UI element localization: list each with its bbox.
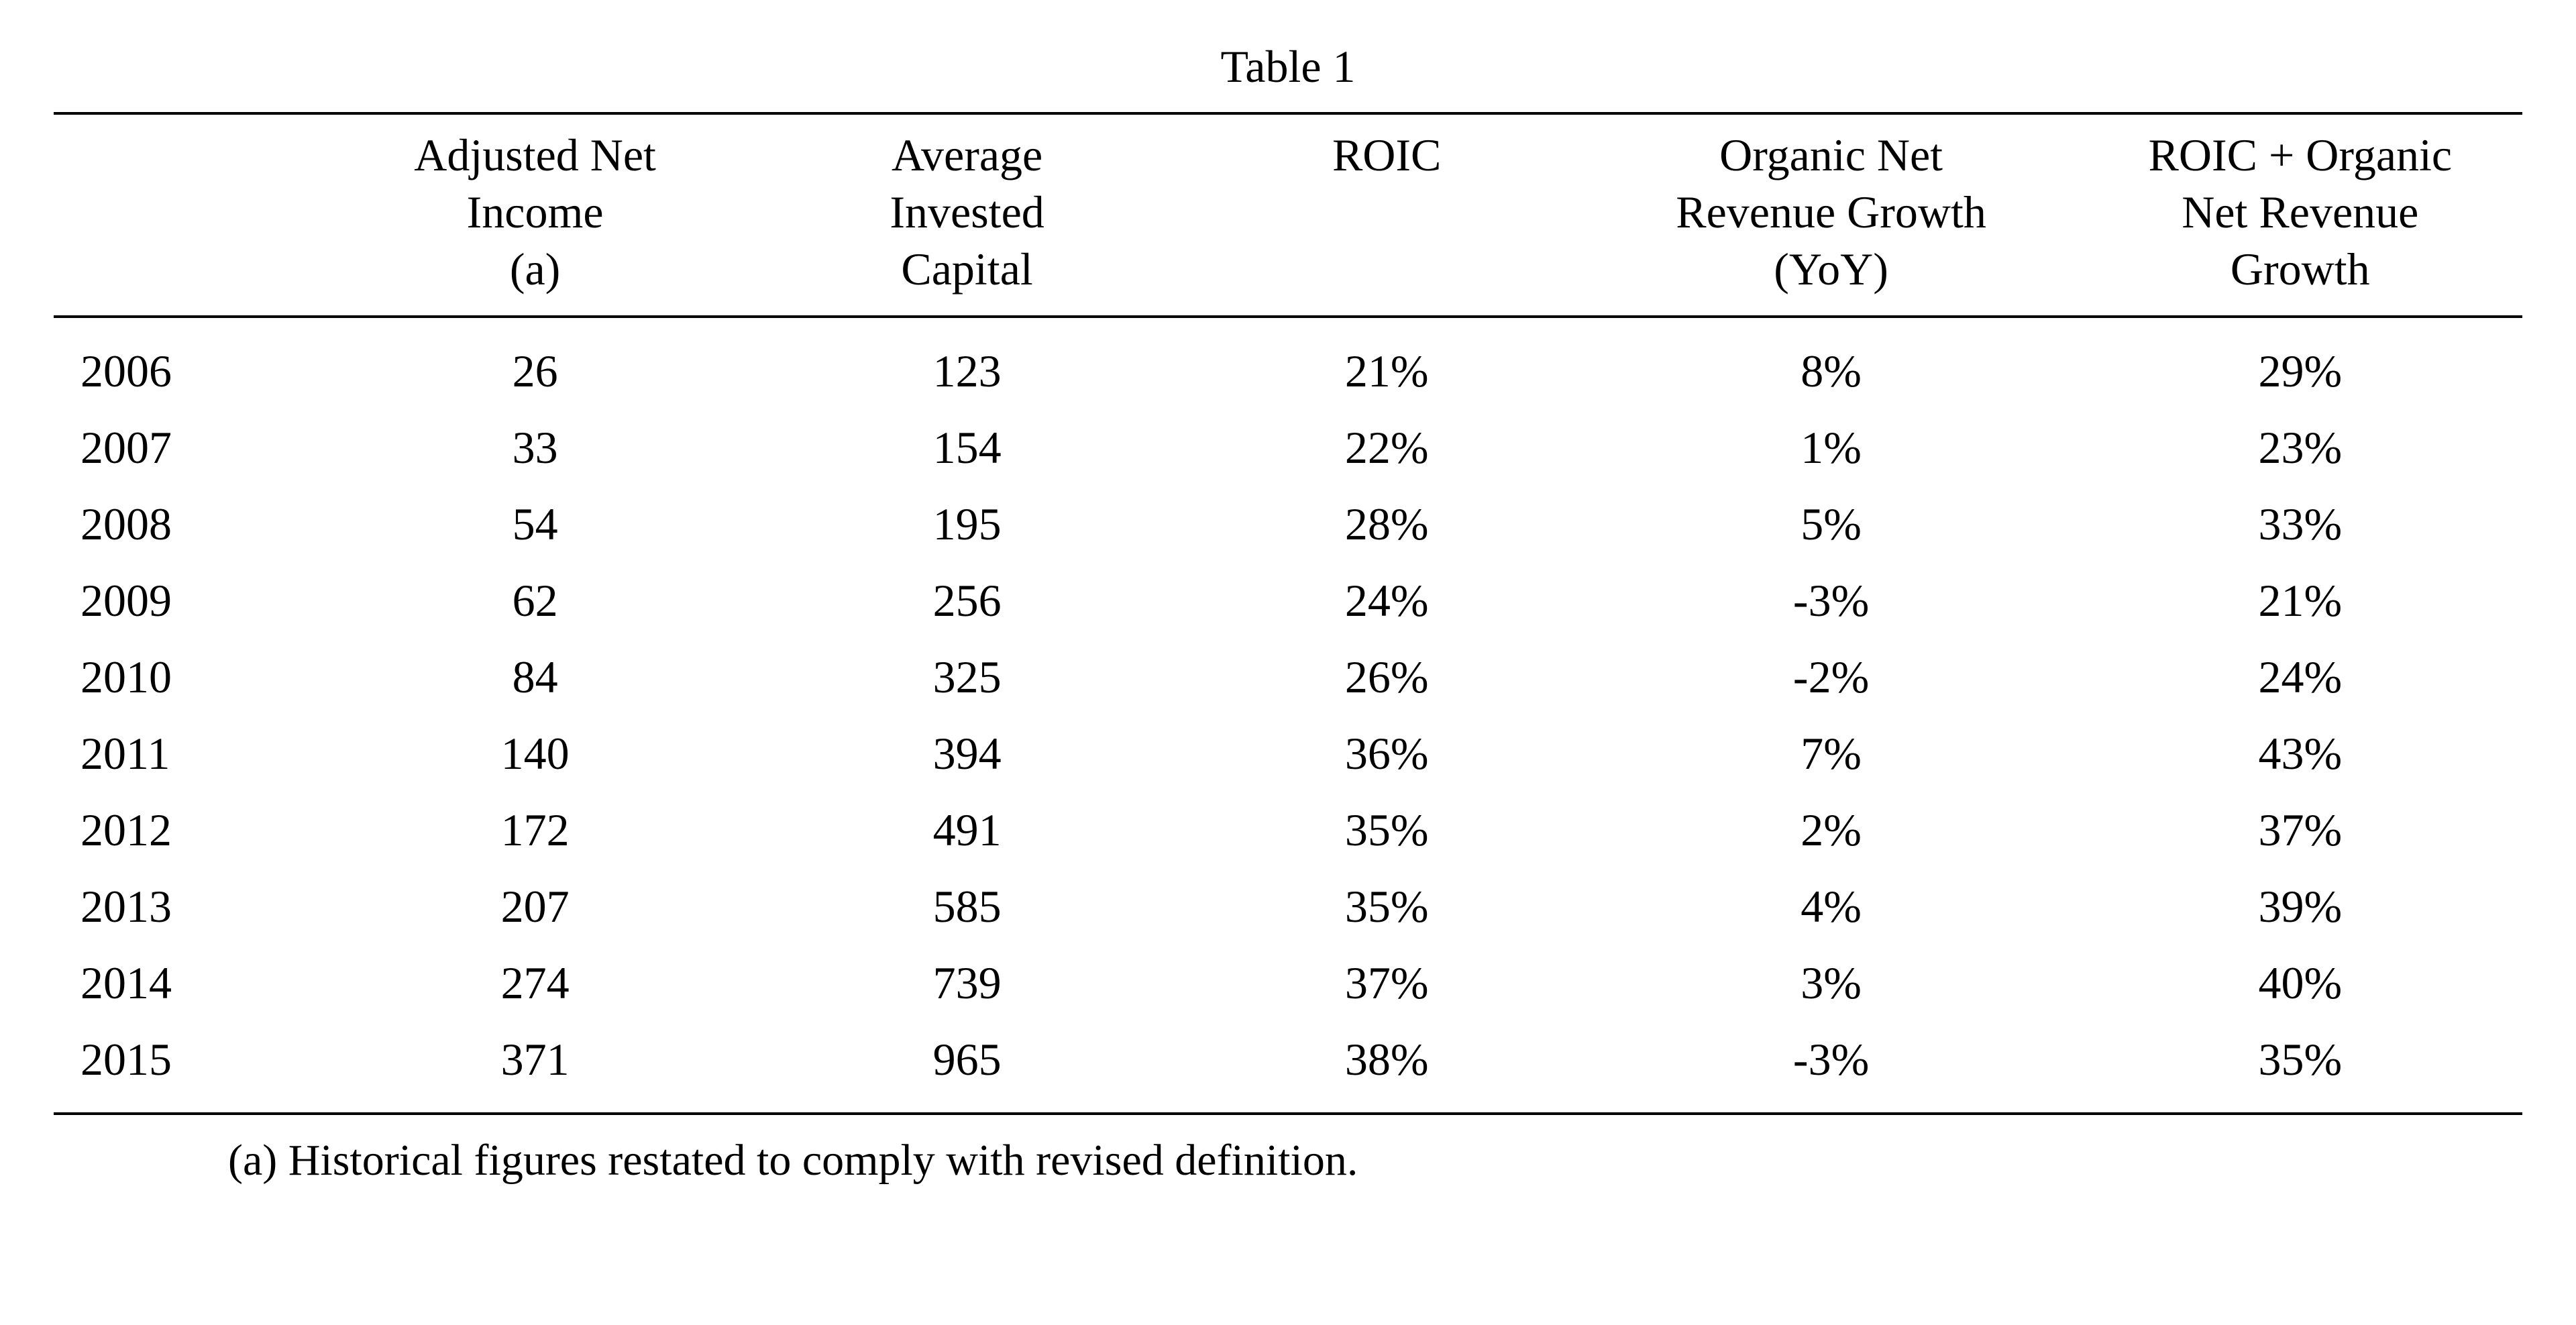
column-header: ROIC: [1189, 113, 1585, 317]
data-cell: 154: [745, 409, 1189, 486]
table-header: Adjusted NetIncome(a)AverageInvestedCapi…: [54, 113, 2522, 317]
data-cell: 33: [325, 409, 745, 486]
table-body: 20062612321%8%29%20073315422%1%23%200854…: [54, 317, 2522, 1114]
data-cell: 28%: [1189, 486, 1585, 562]
data-cell: 3%: [1585, 945, 2078, 1021]
data-cell: 2%: [1585, 792, 2078, 868]
data-cell: 5%: [1585, 486, 2078, 562]
data-cell: 739: [745, 945, 1189, 1021]
column-header: Organic NetRevenue Growth(YoY): [1585, 113, 2078, 317]
data-cell: 21%: [2078, 562, 2522, 639]
data-cell: 43%: [2078, 715, 2522, 792]
year-cell: 2012: [54, 792, 325, 868]
table-row: 20096225624%-3%21%: [54, 562, 2522, 639]
data-cell: 35%: [1189, 792, 1585, 868]
data-cell: 23%: [2078, 409, 2522, 486]
data-cell: 21%: [1189, 317, 1585, 409]
data-cell: 54: [325, 486, 745, 562]
year-cell: 2010: [54, 639, 325, 715]
column-header: [54, 113, 325, 317]
table-title: Table 1: [54, 40, 2522, 93]
column-header: ROIC + OrganicNet RevenueGrowth: [2078, 113, 2522, 317]
data-cell: 256: [745, 562, 1189, 639]
data-cell: 37%: [1189, 945, 1585, 1021]
data-cell: 7%: [1585, 715, 2078, 792]
data-cell: 36%: [1189, 715, 1585, 792]
data-cell: 140: [325, 715, 745, 792]
table-row: 201320758535%4%39%: [54, 868, 2522, 945]
financial-table: Adjusted NetIncome(a)AverageInvestedCapi…: [54, 112, 2522, 1115]
data-cell: -2%: [1585, 639, 2078, 715]
year-cell: 2006: [54, 317, 325, 409]
column-header: AverageInvestedCapital: [745, 113, 1189, 317]
data-cell: 33%: [2078, 486, 2522, 562]
page: Table 1 Adjusted NetIncome(a)AverageInve…: [0, 0, 2576, 1186]
data-cell: -3%: [1585, 562, 2078, 639]
column-header: Adjusted NetIncome(a): [325, 113, 745, 317]
data-cell: 371: [325, 1021, 745, 1114]
data-cell: 1%: [1585, 409, 2078, 486]
data-cell: 491: [745, 792, 1189, 868]
data-cell: 84: [325, 639, 745, 715]
data-cell: 62: [325, 562, 745, 639]
data-cell: 585: [745, 868, 1189, 945]
data-cell: 22%: [1189, 409, 1585, 486]
data-cell: 24%: [1189, 562, 1585, 639]
table-row: 20108432526%-2%24%: [54, 639, 2522, 715]
year-cell: 2015: [54, 1021, 325, 1114]
table-row: 201217249135%2%37%: [54, 792, 2522, 868]
table-footnote: (a) Historical figures restated to compl…: [54, 1115, 2522, 1186]
data-cell: -3%: [1585, 1021, 2078, 1114]
data-cell: 26: [325, 317, 745, 409]
data-cell: 195: [745, 486, 1189, 562]
data-cell: 37%: [2078, 792, 2522, 868]
data-cell: 207: [325, 868, 745, 945]
data-cell: 4%: [1585, 868, 2078, 945]
data-cell: 26%: [1189, 639, 1585, 715]
table-row: 201114039436%7%43%: [54, 715, 2522, 792]
year-cell: 2014: [54, 945, 325, 1021]
table-row: 20073315422%1%23%: [54, 409, 2522, 486]
year-cell: 2011: [54, 715, 325, 792]
data-cell: 8%: [1585, 317, 2078, 409]
table-row: 20062612321%8%29%: [54, 317, 2522, 409]
data-cell: 325: [745, 639, 1189, 715]
table-row: 201427473937%3%40%: [54, 945, 2522, 1021]
data-cell: 123: [745, 317, 1189, 409]
data-cell: 172: [325, 792, 745, 868]
data-cell: 35%: [1189, 868, 1585, 945]
year-cell: 2013: [54, 868, 325, 945]
year-cell: 2007: [54, 409, 325, 486]
data-cell: 29%: [2078, 317, 2522, 409]
year-cell: 2009: [54, 562, 325, 639]
data-cell: 274: [325, 945, 745, 1021]
data-cell: 394: [745, 715, 1189, 792]
data-cell: 35%: [2078, 1021, 2522, 1114]
year-cell: 2008: [54, 486, 325, 562]
table-row: 201537196538%-3%35%: [54, 1021, 2522, 1114]
data-cell: 24%: [2078, 639, 2522, 715]
data-cell: 39%: [2078, 868, 2522, 945]
data-cell: 965: [745, 1021, 1189, 1114]
table-row: 20085419528%5%33%: [54, 486, 2522, 562]
data-cell: 38%: [1189, 1021, 1585, 1114]
data-cell: 40%: [2078, 945, 2522, 1021]
